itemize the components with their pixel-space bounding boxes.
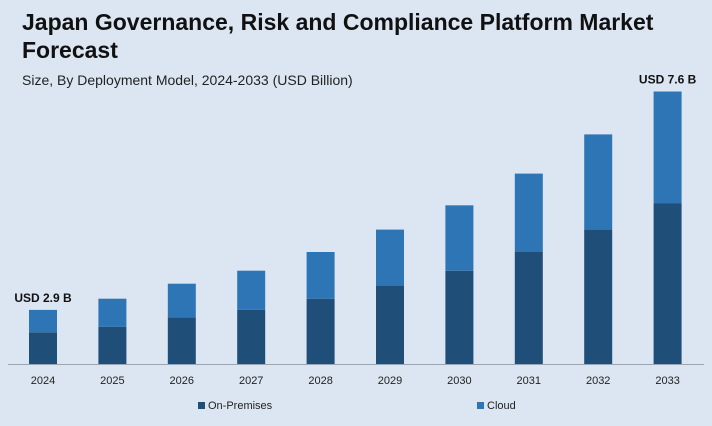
annotation-2024: USD 2.9 B [14,291,72,305]
bar-cloud-2026 [167,283,196,318]
bar-on-premises-2026 [167,317,196,364]
x-tick-label-2025: 2025 [100,375,124,387]
bar-cloud-2033 [653,91,682,204]
x-tick-label-2033: 2033 [655,375,679,387]
bar-on-premises-2029 [376,285,404,364]
chart-subtitle: Size, By Deployment Model, 2024-2033 (US… [22,72,353,88]
chart-title: Japan Governance, Risk and Compliance Pl… [22,9,654,63]
bar-cloud-2024 [29,309,57,333]
bar-on-premises-2030 [445,270,474,364]
bar-cloud-2032 [584,134,613,230]
x-tick-label-2028: 2028 [308,375,332,387]
bar-cloud-2030 [445,205,474,271]
x-tick-label-2032: 2032 [586,375,610,387]
legend-label-on-premises: On-Premises [208,400,273,412]
legend-label-cloud: Cloud [487,400,516,412]
x-tick-label-2031: 2031 [517,375,541,387]
bar-cloud-2025 [98,298,127,327]
x-tick-label-2026: 2026 [170,375,194,387]
bar-cloud-2029 [376,229,404,286]
legend-swatch-cloud [477,402,484,409]
x-tick-label-2029: 2029 [378,375,402,387]
bar-cloud-2028 [306,252,335,299]
bar-cloud-2031 [514,173,543,252]
bar-on-premises-2031 [514,252,543,364]
x-tick-label-2027: 2027 [239,375,263,387]
bar-on-premises-2032 [584,229,613,364]
bar-on-premises-2024 [29,332,57,364]
legend-swatch-on-premises [198,402,205,409]
x-tick-label-2024: 2024 [31,375,55,387]
x-tick-label-2030: 2030 [447,375,471,387]
bar-cloud-2027 [237,270,266,310]
bar-on-premises-2028 [306,298,335,364]
bar-on-premises-2027 [237,309,266,364]
bar-on-premises-2033 [653,203,682,364]
bar-on-premises-2025 [98,326,127,364]
annotation-2033: USD 7.6 B [639,73,697,87]
